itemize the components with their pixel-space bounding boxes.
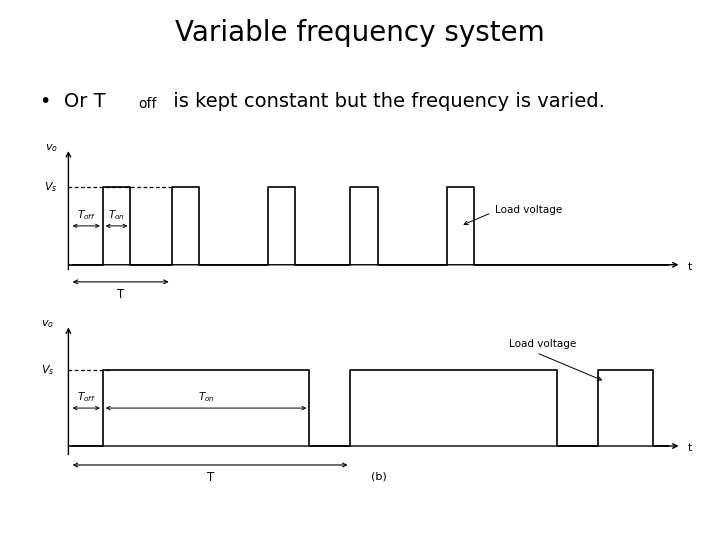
Text: Load voltage: Load voltage [495, 205, 562, 215]
Text: $T_{off}$: $T_{off}$ [77, 208, 96, 222]
Text: T: T [207, 471, 214, 484]
Text: $T_{off}$: $T_{off}$ [77, 390, 96, 404]
Text: $v_o$: $v_o$ [41, 319, 54, 330]
Text: $T_{on}$: $T_{on}$ [197, 390, 215, 404]
Text: off: off [138, 97, 157, 111]
Text: $V_s$: $V_s$ [45, 180, 58, 194]
Text: $v_o$: $v_o$ [45, 142, 58, 154]
Text: t: t [688, 262, 693, 272]
Text: Load voltage: Load voltage [509, 339, 576, 348]
Text: T: T [117, 288, 125, 301]
Text: $T_{on}$: $T_{on}$ [108, 208, 125, 222]
Text: is kept constant but the frequency is varied.: is kept constant but the frequency is va… [167, 92, 605, 111]
Text: t: t [688, 443, 693, 453]
Text: $V_s$: $V_s$ [41, 363, 55, 377]
Text: •  Or T: • Or T [40, 92, 105, 111]
Text: (b): (b) [371, 471, 387, 481]
Text: Variable frequency system: Variable frequency system [175, 19, 545, 47]
